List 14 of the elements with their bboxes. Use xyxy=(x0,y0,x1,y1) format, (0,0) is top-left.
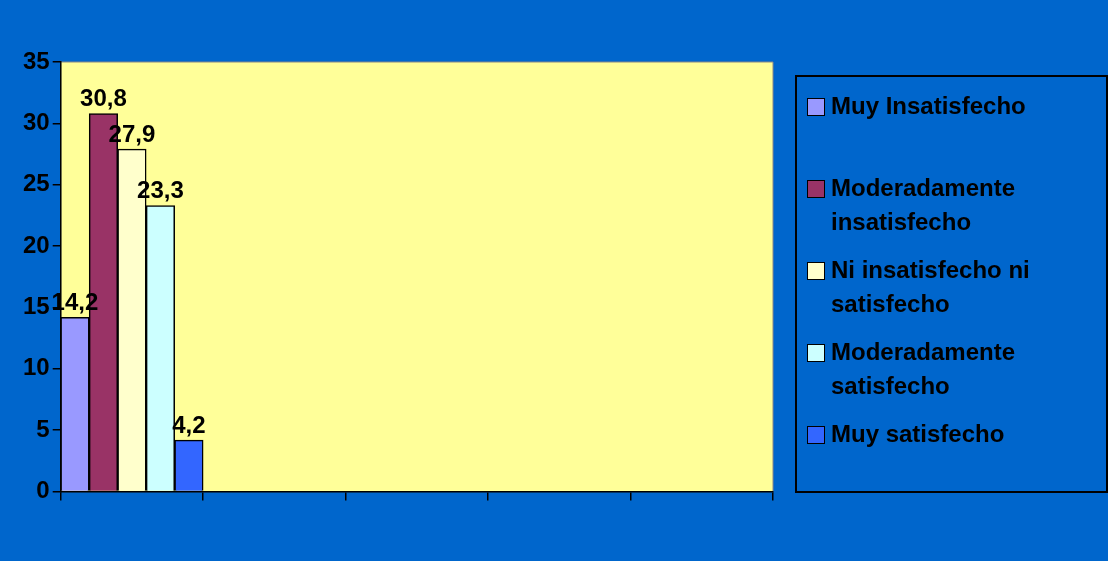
y-tick-label: 30 xyxy=(22,108,50,135)
y-tick-label: 15 xyxy=(22,292,50,320)
legend-label: Muy Insatisfecho xyxy=(831,91,1026,121)
data-label: 30,8 xyxy=(80,84,127,112)
legend-label: Moderadamente satisfecho xyxy=(831,337,1017,401)
y-tick-label: 10 xyxy=(22,353,50,381)
y-tick-label: 25 xyxy=(22,169,50,197)
legend-label: Ni insatisfecho ni satisfecho xyxy=(831,255,1031,319)
y-tick-label: 5 xyxy=(36,414,50,442)
y-tick-label: 35 xyxy=(22,46,50,74)
legend-label: Muy satisfecho xyxy=(831,419,1005,449)
y-tick-label: 20 xyxy=(22,230,50,258)
y-tick-label: 0 xyxy=(36,476,50,504)
legend-label: Moderadamente insatisfecho xyxy=(831,173,1017,237)
